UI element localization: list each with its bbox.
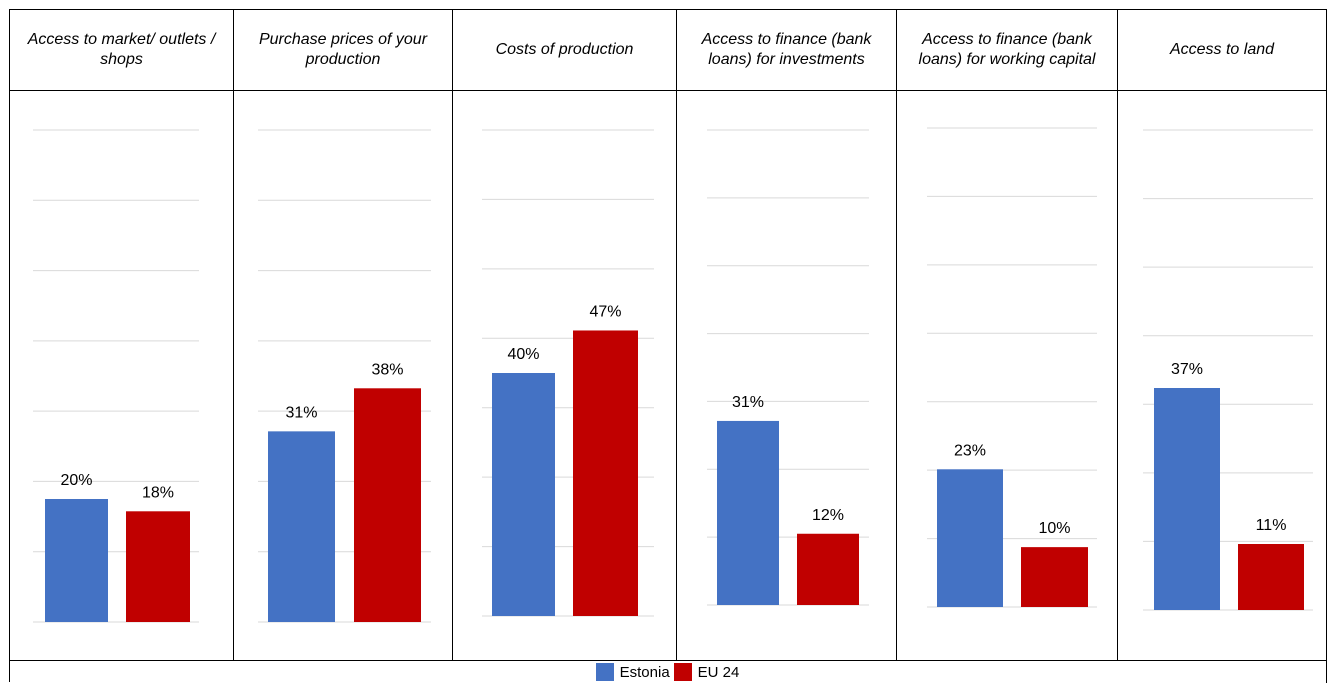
bar-eu <box>126 511 190 622</box>
bar-eu <box>354 388 421 622</box>
legend-swatch-estonia <box>595 663 614 681</box>
column-header-land-access: Access to land <box>1169 41 1275 58</box>
data-label-estonia: 31% <box>732 394 764 411</box>
data-label-estonia: 20% <box>60 472 92 489</box>
column-header-costs-of-production: Costs of production <box>495 41 634 58</box>
data-label-eu: 38% <box>371 361 403 378</box>
table-column-divider <box>676 9 677 660</box>
data-label-estonia: 23% <box>954 442 986 459</box>
legend-item-eu: EU 24 <box>673 663 740 681</box>
data-label-eu: 12% <box>812 507 844 524</box>
data-label-estonia: 40% <box>507 346 539 363</box>
column-header-finance-working-capital: Access to finance (bank loans) for worki… <box>918 31 1096 68</box>
bar-estonia <box>1154 388 1220 610</box>
data-label-estonia: 31% <box>285 404 317 421</box>
legend-item-estonia: Estonia <box>595 663 670 681</box>
chart-legend: Estonia EU 24 <box>9 661 1326 683</box>
data-label-estonia: 37% <box>1171 361 1203 378</box>
legend-label-estonia: Estonia <box>619 663 670 681</box>
data-label-eu: 10% <box>1038 520 1070 537</box>
legend-swatch-eu <box>673 663 692 681</box>
table-header-divider <box>9 90 1326 91</box>
data-label-eu: 47% <box>589 303 621 320</box>
table-legend-divider <box>9 660 1326 661</box>
legend-label-eu: EU 24 <box>697 663 740 681</box>
column-header-purchase-prices: Purchase prices of your production <box>258 31 428 68</box>
table-column-divider <box>233 9 234 660</box>
bar-eu <box>797 533 859 605</box>
column-header-market-access: Access to market/ outlets / shops <box>27 31 216 68</box>
bar-eu <box>573 330 638 616</box>
table-column-divider <box>896 9 897 660</box>
data-label-eu: 18% <box>142 484 174 501</box>
bar-estonia <box>937 469 1003 607</box>
data-label-eu: 11% <box>1256 517 1287 534</box>
table-column-divider <box>452 9 453 660</box>
bar-eu <box>1021 547 1088 607</box>
bar-estonia <box>717 420 779 605</box>
column-header-finance-investments: Access to finance (bank loans) for inves… <box>701 31 872 68</box>
table-column-divider <box>1117 9 1118 660</box>
bar-estonia <box>268 431 335 622</box>
chart-table-frame <box>9 9 1326 682</box>
bar-estonia <box>45 499 108 622</box>
bar-estonia <box>492 373 555 616</box>
bar-eu <box>1238 544 1304 610</box>
